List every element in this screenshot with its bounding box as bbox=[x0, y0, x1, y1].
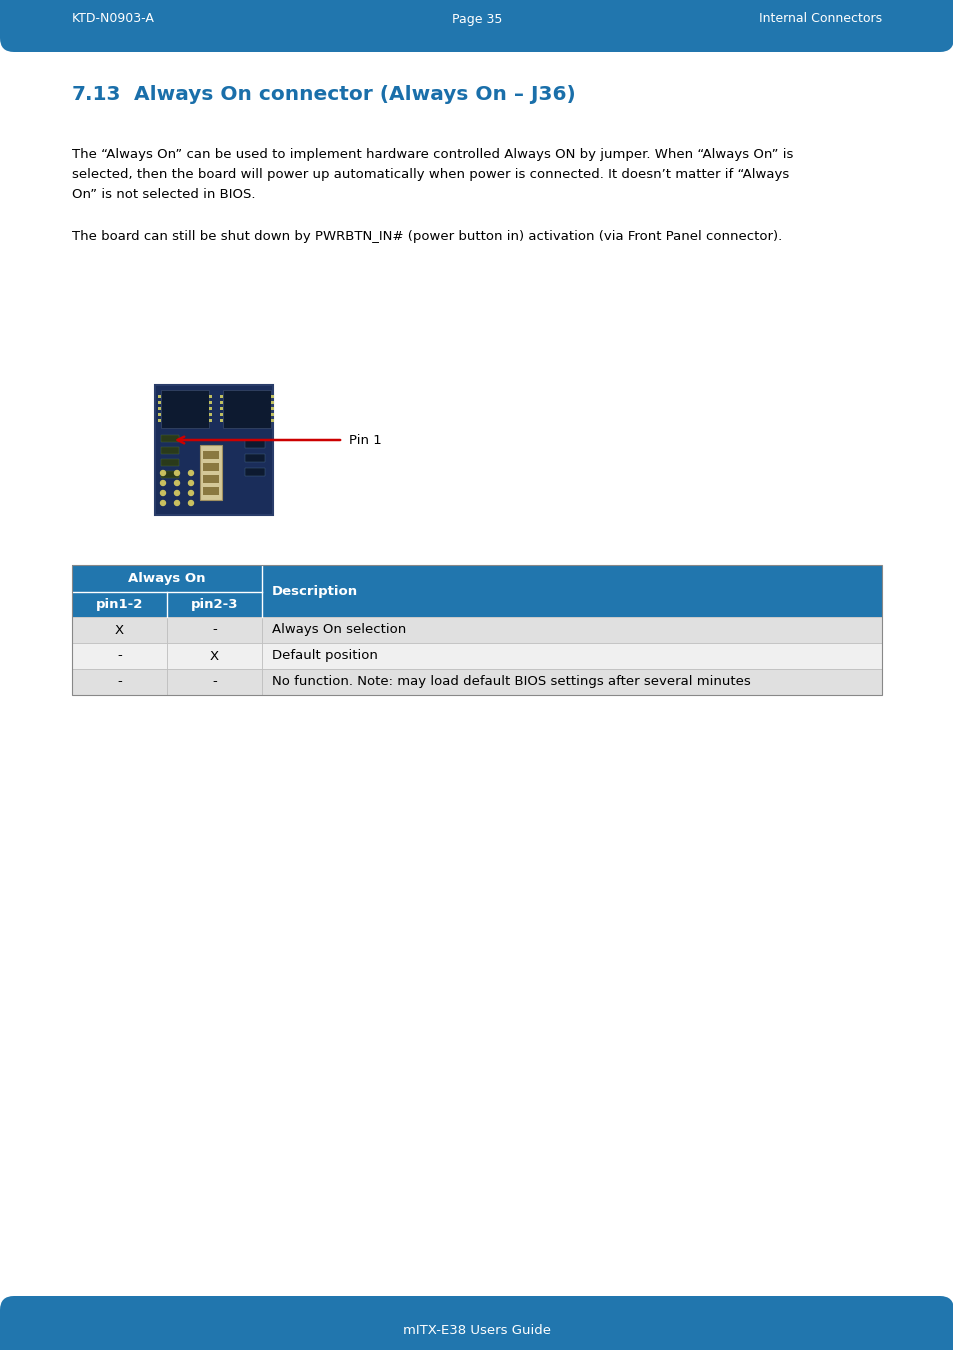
Bar bbox=[161, 471, 179, 478]
Circle shape bbox=[189, 481, 193, 486]
Bar bbox=[209, 413, 212, 416]
Circle shape bbox=[174, 481, 179, 486]
Circle shape bbox=[174, 501, 179, 505]
Bar bbox=[245, 468, 265, 477]
Bar bbox=[271, 401, 274, 404]
Text: Always On: Always On bbox=[128, 572, 206, 585]
Text: -: - bbox=[117, 675, 122, 688]
Text: Internal Connectors: Internal Connectors bbox=[758, 12, 882, 26]
Bar bbox=[158, 413, 161, 416]
Text: On” is not selected in BIOS.: On” is not selected in BIOS. bbox=[71, 188, 255, 201]
Bar bbox=[262, 617, 882, 643]
Bar bbox=[220, 396, 223, 398]
Bar bbox=[0, 1330, 953, 1350]
Circle shape bbox=[160, 501, 165, 505]
Bar bbox=[262, 566, 882, 617]
Bar bbox=[245, 454, 265, 462]
Bar bbox=[158, 396, 161, 398]
Circle shape bbox=[160, 490, 165, 495]
Bar bbox=[71, 617, 167, 643]
Bar bbox=[161, 435, 179, 441]
Bar bbox=[220, 413, 223, 416]
Bar bbox=[209, 401, 212, 404]
Bar bbox=[262, 670, 882, 695]
Text: X: X bbox=[210, 649, 219, 663]
Bar bbox=[220, 418, 223, 423]
Bar bbox=[167, 593, 262, 617]
Bar bbox=[161, 390, 209, 428]
Bar bbox=[158, 418, 161, 423]
Text: pin2-3: pin2-3 bbox=[191, 598, 238, 612]
Text: Description: Description bbox=[272, 585, 357, 598]
Circle shape bbox=[160, 471, 165, 475]
Bar bbox=[161, 459, 179, 466]
Bar bbox=[167, 617, 262, 643]
Text: The “Always On” can be used to implement hardware controlled Always ON by jumper: The “Always On” can be used to implement… bbox=[71, 148, 793, 161]
Bar bbox=[203, 487, 219, 495]
Bar bbox=[203, 475, 219, 483]
Text: Default position: Default position bbox=[272, 649, 377, 663]
Circle shape bbox=[189, 501, 193, 505]
Bar bbox=[209, 406, 212, 410]
Bar bbox=[161, 447, 179, 454]
Text: X: X bbox=[114, 624, 124, 636]
Bar bbox=[262, 643, 882, 670]
Bar bbox=[271, 406, 274, 410]
Bar bbox=[203, 463, 219, 471]
Bar bbox=[209, 418, 212, 423]
Bar bbox=[209, 396, 212, 398]
Bar bbox=[0, 0, 953, 19]
Bar bbox=[200, 446, 222, 500]
Bar bbox=[220, 406, 223, 410]
Bar bbox=[158, 401, 161, 404]
Text: -: - bbox=[212, 675, 216, 688]
Text: Always On connector (Always On – J36): Always On connector (Always On – J36) bbox=[120, 85, 576, 104]
Text: selected, then the board will power up automatically when power is connected. It: selected, then the board will power up a… bbox=[71, 167, 788, 181]
Bar bbox=[154, 385, 273, 514]
Text: Page 35: Page 35 bbox=[452, 12, 501, 26]
Bar bbox=[71, 566, 262, 593]
Text: No function. Note: may load default BIOS settings after several minutes: No function. Note: may load default BIOS… bbox=[272, 675, 750, 688]
Bar bbox=[271, 413, 274, 416]
Circle shape bbox=[160, 481, 165, 486]
Bar bbox=[158, 406, 161, 410]
Bar bbox=[271, 418, 274, 423]
FancyBboxPatch shape bbox=[0, 0, 953, 53]
Text: KTD-N0903-A: KTD-N0903-A bbox=[71, 12, 154, 26]
Text: 7.13: 7.13 bbox=[71, 85, 121, 104]
Text: -: - bbox=[117, 649, 122, 663]
Bar bbox=[245, 440, 265, 448]
Bar bbox=[203, 451, 219, 459]
Text: mITX-E38 Users Guide: mITX-E38 Users Guide bbox=[402, 1323, 551, 1336]
Bar bbox=[71, 593, 167, 617]
Bar bbox=[271, 396, 274, 398]
Text: The board can still be shut down by PWRBTN_IN# (power button in) activation (via: The board can still be shut down by PWRB… bbox=[71, 230, 781, 243]
Bar bbox=[167, 643, 262, 670]
Bar bbox=[0, 0, 953, 38]
Circle shape bbox=[189, 471, 193, 475]
Circle shape bbox=[174, 471, 179, 475]
Text: Always On selection: Always On selection bbox=[272, 624, 406, 636]
FancyBboxPatch shape bbox=[0, 1296, 953, 1350]
Circle shape bbox=[189, 490, 193, 495]
Bar bbox=[223, 390, 271, 428]
Bar bbox=[167, 670, 262, 695]
Circle shape bbox=[174, 490, 179, 495]
Bar bbox=[71, 670, 167, 695]
Text: pin1-2: pin1-2 bbox=[95, 598, 143, 612]
Bar bbox=[71, 566, 882, 695]
Text: Pin 1: Pin 1 bbox=[349, 433, 381, 447]
Text: -: - bbox=[212, 624, 216, 636]
Bar bbox=[220, 401, 223, 404]
Bar bbox=[71, 643, 167, 670]
